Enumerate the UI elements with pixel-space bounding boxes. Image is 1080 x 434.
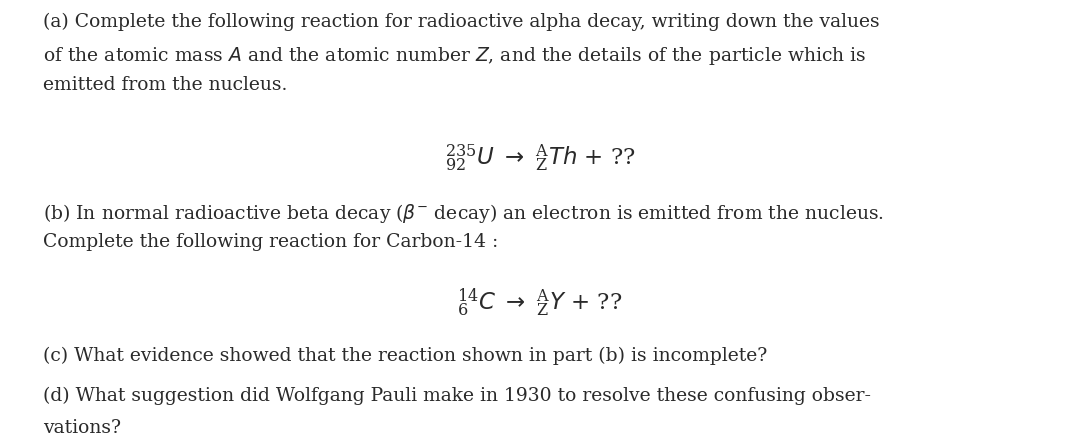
Text: Complete the following reaction for Carbon-14 :: Complete the following reaction for Carb… (43, 233, 499, 251)
Text: vations?: vations? (43, 419, 121, 434)
Text: (b) In normal radioactive beta decay ($\beta^{-}$ decay) an electron is emitted : (b) In normal radioactive beta decay ($\… (43, 202, 885, 225)
Text: (d) What suggestion did Wolfgang Pauli make in 1930 to resolve these confusing o: (d) What suggestion did Wolfgang Pauli m… (43, 387, 872, 405)
Text: emitted from the nucleus.: emitted from the nucleus. (43, 76, 287, 94)
Text: $\mathregular{^{14}_{6}}$$\mathit{C}$ $\rightarrow$ $\mathregular{^{A}_{Z}}$$\ma: $\mathregular{^{14}_{6}}$$\mathit{C}$ $\… (457, 286, 623, 319)
Text: of the atomic mass $A$ and the atomic number $Z$, and the details of the particl: of the atomic mass $A$ and the atomic nu… (43, 45, 867, 67)
Text: (c) What evidence showed that the reaction shown in part (b) is incomplete?: (c) What evidence showed that the reacti… (43, 347, 768, 365)
Text: (a) Complete the following reaction for radioactive alpha decay, writing down th: (a) Complete the following reaction for … (43, 13, 880, 31)
Text: $\mathregular{^{235}_{92}}$$\mathit{U}$ $\rightarrow$ $\mathregular{^{A}_{Z}}$$\: $\mathregular{^{235}_{92}}$$\mathit{U}$ … (445, 143, 635, 174)
